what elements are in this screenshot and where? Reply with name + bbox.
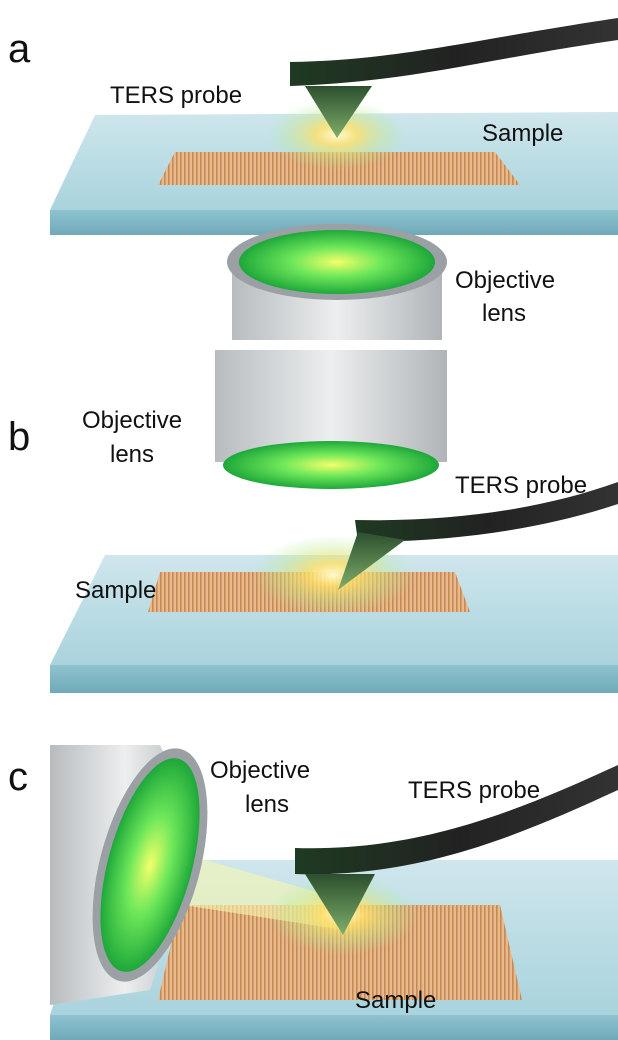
sample-label: Sample	[355, 987, 436, 1014]
lens-label-line: lens	[482, 300, 526, 327]
lens-glass	[100, 758, 200, 972]
panel-letter: c	[8, 755, 28, 799]
lens-label-line: lens	[110, 441, 154, 468]
lens-label-line: lens	[245, 791, 289, 818]
probe-label: TERS probe	[110, 82, 242, 109]
panel-c: c Objective lens TERS probe Sample	[8, 745, 618, 1040]
panel-letter: a	[8, 27, 31, 71]
panel-letter: b	[8, 415, 30, 459]
sample-label: Sample	[482, 120, 563, 147]
lens-label-line: Objective	[82, 407, 182, 434]
sample-label: Sample	[75, 577, 156, 604]
probe-tip	[338, 532, 405, 590]
glass-front	[50, 665, 618, 693]
probe-arm	[290, 18, 618, 86]
lens-glass	[239, 230, 435, 294]
lens-label-line: Objective	[210, 757, 310, 784]
lens-label: Objective lens	[455, 267, 555, 327]
lens-label: Objective lens	[210, 757, 310, 818]
probe-arm	[295, 765, 618, 875]
lens-glass	[223, 441, 439, 489]
glass-front	[50, 1015, 618, 1040]
probe-tip	[305, 874, 375, 935]
panel-b: b Objective lens TERS probe Sample	[8, 350, 618, 693]
panel-a: a TERS probe Sample Objective lens	[8, 18, 618, 340]
probe-label: TERS probe	[455, 472, 587, 499]
lens-label: Objective lens	[82, 407, 182, 468]
probe-label: TERS probe	[408, 777, 540, 804]
probe-arm	[355, 482, 618, 542]
lens-label-line: Objective	[455, 267, 555, 294]
probe-tip	[305, 86, 372, 138]
